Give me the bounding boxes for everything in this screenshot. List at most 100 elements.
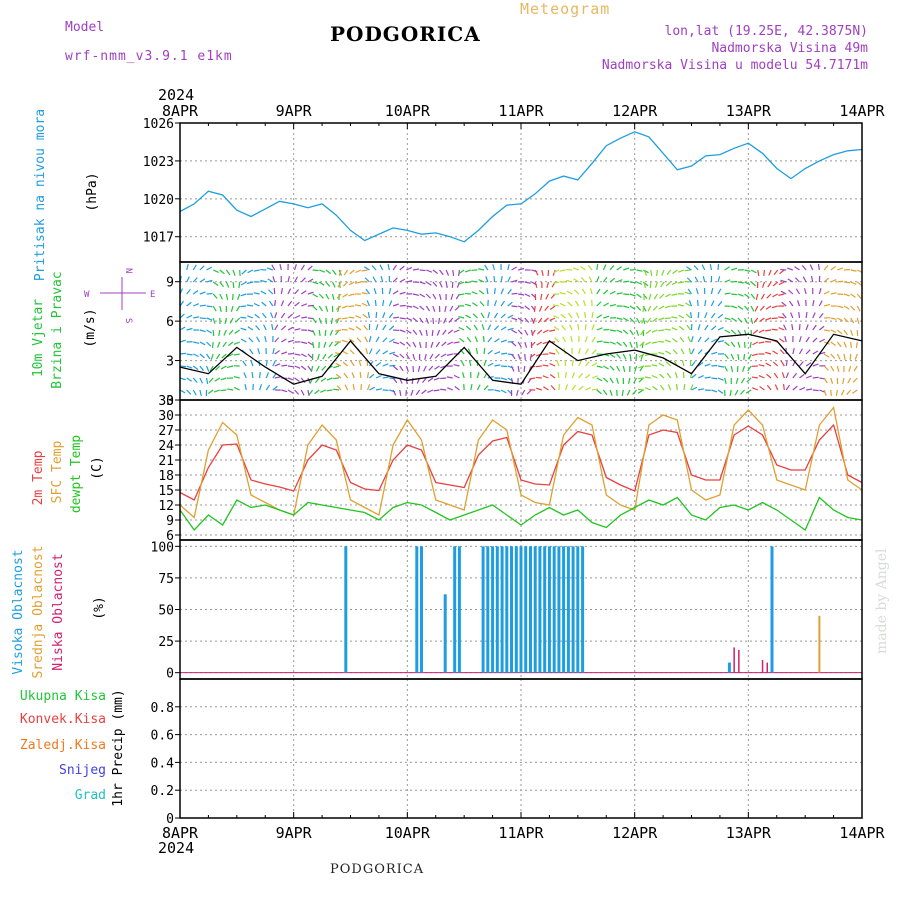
wind-vector: [743, 341, 746, 349]
wind-vector: [307, 365, 312, 372]
wind-vector: [450, 293, 454, 300]
wind-vector: [438, 293, 442, 300]
wind-vector: [812, 324, 817, 331]
series-line-pritisak-na-nivou-mora: [179, 131, 863, 243]
wind-vector: [843, 268, 851, 271]
wind-vector: [375, 349, 381, 355]
wind-vector: [640, 329, 645, 336]
wind-vector: [240, 305, 247, 308]
cloud-bar: [533, 546, 537, 673]
wind-vector: [287, 326, 294, 331]
wind-vector: [392, 365, 399, 371]
wind-vector: [421, 389, 427, 395]
wind-vector: [461, 372, 465, 379]
wind-vector: [850, 269, 857, 272]
wind-vector: [186, 264, 189, 271]
wind-vector: [798, 323, 801, 331]
wind-vector: [271, 323, 274, 331]
wind-vector: [471, 280, 478, 283]
wind-vector: [281, 364, 288, 367]
wind-vector: [329, 329, 334, 336]
wind-vector: [301, 303, 308, 307]
wind-vector: [710, 325, 717, 331]
wind-vector: [697, 375, 704, 379]
wind-vector: [389, 377, 396, 380]
wind-vector: [704, 312, 708, 319]
wind-vector: [294, 276, 299, 283]
wind-vector: [747, 365, 752, 372]
wind-vector: [616, 389, 618, 397]
wind-vector: [412, 293, 419, 297]
wind-vector: [375, 311, 378, 319]
wind-vector: [524, 281, 531, 284]
wind-vector: [262, 312, 267, 319]
wind-vector: [494, 325, 500, 331]
wind-vector: [781, 301, 787, 307]
wind-vector: [580, 266, 586, 271]
wind-vector: [237, 293, 241, 300]
wind-vector: [564, 384, 569, 391]
wind-vector: [510, 365, 515, 372]
wind-vector: [464, 281, 471, 284]
wind-vector: [812, 389, 819, 392]
wind-vector: [227, 388, 234, 391]
wind-vector: [324, 329, 327, 337]
wind-vector: [778, 327, 785, 331]
wind-vector: [453, 341, 460, 344]
wind-vector: [751, 353, 758, 357]
wind-vector: [623, 317, 629, 322]
ytick-label: 0.2: [151, 784, 174, 799]
wind-vector: [412, 329, 418, 335]
wind-vector: [225, 281, 230, 288]
wind-vector: [799, 373, 805, 379]
wind-vector: [334, 341, 340, 347]
wind-vector: [212, 317, 216, 324]
wind-vector: [314, 389, 320, 395]
cloud-bar: [538, 546, 542, 673]
wind-vector: [342, 293, 348, 298]
wind-vector: [701, 264, 706, 271]
wind-vector: [629, 293, 636, 297]
wind-vector: [343, 269, 349, 276]
wind-vector: [524, 341, 528, 348]
wind-vector: [500, 389, 507, 394]
wind-vector: [325, 281, 331, 287]
wind-vector: [432, 317, 435, 325]
wind-vector: [737, 341, 741, 348]
wind-vector: [855, 341, 858, 349]
wind-vector: [787, 278, 794, 283]
wind-vector: [518, 267, 525, 271]
wind-vector: [843, 293, 850, 297]
wind-vector: [253, 302, 260, 307]
wind-vector: [584, 348, 589, 355]
wind-vector: [658, 362, 665, 367]
wind-vector: [493, 312, 499, 319]
wind-vector: [374, 299, 377, 307]
wind-vector: [240, 327, 247, 331]
wind-vector: [233, 376, 240, 379]
wind-vector: [830, 317, 837, 320]
wind-vector: [812, 312, 816, 319]
wind-vector: [338, 269, 342, 276]
station-title: PODGORICA: [330, 22, 481, 46]
wind-vector: [348, 338, 355, 343]
wind-vector: [730, 317, 737, 322]
wind-vector: [566, 268, 573, 271]
wind-vector: [287, 300, 293, 307]
wind-vector: [312, 293, 319, 298]
wind-vector: [319, 269, 326, 273]
compass-s: S: [123, 318, 133, 323]
wind-vector: [387, 264, 390, 271]
wind-vector: [419, 293, 426, 298]
wind-vector: [744, 305, 749, 311]
wind-vector: [476, 384, 481, 391]
wind-vector: [661, 269, 665, 276]
wind-vector: [616, 317, 623, 320]
wind-vector: [233, 341, 240, 345]
wind-vector: [799, 361, 804, 367]
cloud-bar: [519, 546, 523, 673]
wind-vector: [487, 337, 493, 343]
wind-vector: [240, 316, 247, 319]
wind-vector: [603, 377, 609, 383]
